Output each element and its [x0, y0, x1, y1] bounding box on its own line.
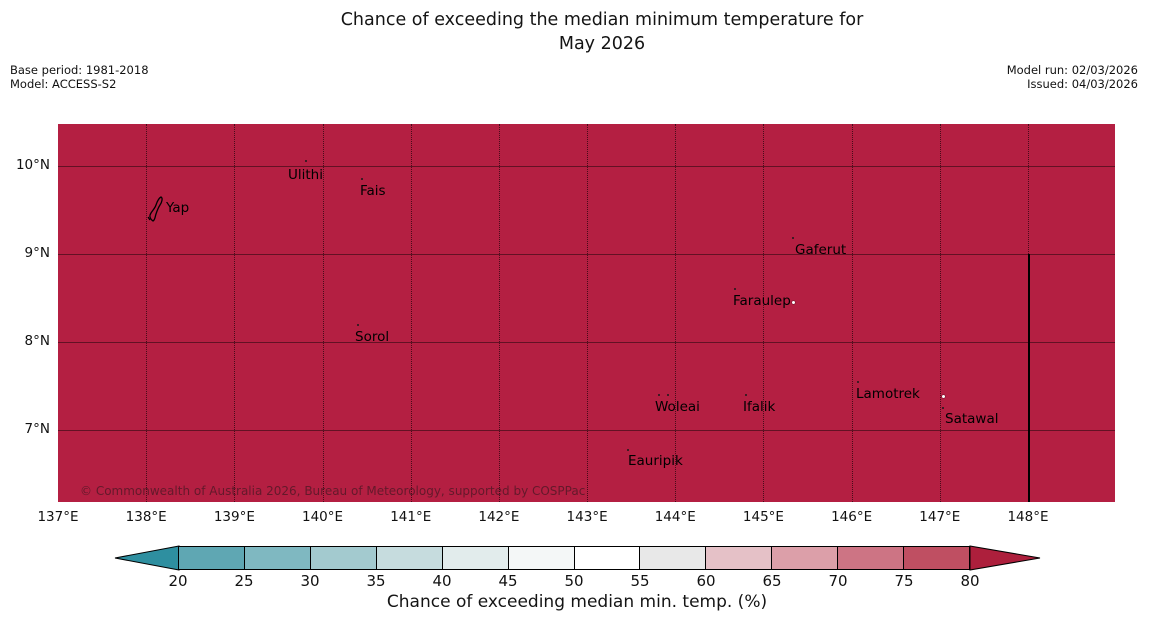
run-metadata-right: Model run: 02/03/2026 Issued: 04/03/2026 — [1006, 63, 1138, 91]
colorbar-segment — [838, 547, 905, 569]
island-marker — [627, 449, 629, 451]
island-label-ifalik: Ifalik — [743, 399, 776, 415]
model-run-text: Model run: 02/03/2026 — [1006, 63, 1138, 77]
island-label-eauripik: Eauripik — [628, 453, 683, 469]
y-tick-label: 9°N — [24, 244, 50, 261]
gridline-latitude — [58, 165, 1115, 167]
colorbar-segment — [179, 547, 245, 569]
island-label-fais: Fais — [360, 183, 386, 199]
colorbar-label: Chance of exceeding median min. temp. (%… — [386, 592, 768, 612]
run-metadata-left: Base period: 1981-2018 Model: ACCESS-S2 — [10, 63, 149, 91]
colorbar-tick-label: 65 — [762, 572, 782, 590]
y-tick-label: 8°N — [24, 332, 50, 349]
colorbar-arrow-right — [969, 545, 1041, 571]
island-marker — [734, 288, 736, 290]
x-tick-label: 141°E — [390, 509, 432, 525]
colorbar-tick-label: 60 — [696, 572, 716, 590]
gridline-longitude — [410, 124, 412, 502]
colorbar — [178, 546, 970, 570]
gridline-longitude — [939, 124, 941, 502]
x-tick-label: 138°E — [125, 509, 167, 525]
colorbar-segment — [640, 547, 707, 569]
colorbar-tick-label: 20 — [168, 572, 188, 590]
x-tick-label: 144°E — [654, 509, 696, 525]
island-marker — [305, 160, 307, 162]
yap-island-outline — [146, 195, 166, 227]
colorbar-segment — [508, 547, 575, 569]
island-marker — [667, 394, 669, 396]
x-tick-label: 148°E — [1007, 509, 1049, 525]
island-marker — [792, 237, 794, 239]
colorbar-segment — [772, 547, 839, 569]
gridline-latitude — [58, 253, 1115, 255]
gridline-longitude — [234, 124, 236, 502]
island-marker — [942, 407, 944, 409]
island-marker — [857, 381, 859, 383]
y-tick-label: 7°N — [24, 421, 50, 438]
x-tick-label: 145°E — [742, 509, 784, 525]
x-tick-label: 140°E — [302, 509, 344, 525]
colorbar-tick-label: 80 — [960, 572, 980, 590]
colorbar-segment — [310, 547, 377, 569]
colorbar-tick-label: 50 — [564, 572, 584, 590]
base-period-text: Base period: 1981-2018 — [10, 63, 149, 77]
colorbar-tick-label: 75 — [894, 572, 914, 590]
gridline-longitude — [851, 124, 853, 502]
island-label-ulithi: Ulithi — [288, 167, 323, 183]
island-label-gaferut: Gaferut — [795, 242, 847, 258]
y-tick-label: 10°N — [15, 156, 50, 173]
island-marker — [658, 394, 660, 396]
colorbar-segment — [376, 547, 443, 569]
island-marker — [792, 301, 795, 304]
island-label-satawal: Satawal — [945, 411, 999, 427]
gridline-longitude — [675, 124, 677, 502]
x-tick-label: 147°E — [919, 509, 961, 525]
map-canvas: © Commonwealth of Australia 2026, Bureau… — [58, 124, 1115, 502]
colorbar-segment — [706, 547, 773, 569]
title-line-2: May 2026 — [558, 34, 646, 54]
colorbar-tick-label: 40 — [432, 572, 452, 590]
colorbar-segment — [244, 547, 311, 569]
gridline-latitude — [58, 341, 1115, 343]
island-marker — [361, 178, 363, 180]
colorbar-tick-label: 45 — [498, 572, 518, 590]
island-label-lamotrek: Lamotrek — [856, 386, 920, 402]
x-tick-label: 139°E — [213, 509, 255, 525]
island-label-woleai: Woleai — [655, 399, 700, 415]
x-tick-label: 143°E — [566, 509, 608, 525]
colorbar-tick-label: 30 — [300, 572, 320, 590]
island-marker — [745, 394, 747, 396]
page-title: Chance of exceeding the median minimum t… — [54, 8, 1150, 56]
copyright-notice: © Commonwealth of Australia 2026, Bureau… — [80, 484, 586, 498]
colorbar-tick-label: 25 — [234, 572, 254, 590]
x-tick-label: 137°E — [37, 509, 79, 525]
title-line-1: Chance of exceeding the median minimum t… — [340, 10, 864, 30]
colorbar-tick-label: 70 — [828, 572, 848, 590]
x-tick-label: 142°E — [478, 509, 520, 525]
colorbar-tick-label: 55 — [630, 572, 650, 590]
colorbar-segment — [442, 547, 509, 569]
region-boundary-line — [1028, 254, 1030, 502]
island-label-faraulep: Faraulep — [733, 293, 791, 309]
island-label-yap: Yap — [166, 200, 190, 216]
x-tick-label: 146°E — [831, 509, 873, 525]
colorbar-segment — [574, 547, 641, 569]
island-marker — [357, 324, 359, 326]
island-marker — [942, 395, 945, 398]
island-label-sorol: Sorol — [355, 329, 390, 345]
model-text: Model: ACCESS-S2 — [10, 76, 117, 91]
gridline-longitude — [763, 124, 765, 502]
gridline-longitude — [498, 124, 500, 502]
issued-text: Issued: 04/03/2026 — [1027, 76, 1138, 91]
gridline-longitude — [146, 124, 148, 502]
gridline-longitude — [322, 124, 324, 502]
colorbar-tick-label: 35 — [366, 572, 386, 590]
gridline-latitude — [58, 430, 1115, 431]
gridline-longitude — [587, 124, 589, 502]
colorbar-arrow-left — [114, 545, 180, 571]
colorbar-segment — [904, 547, 970, 569]
